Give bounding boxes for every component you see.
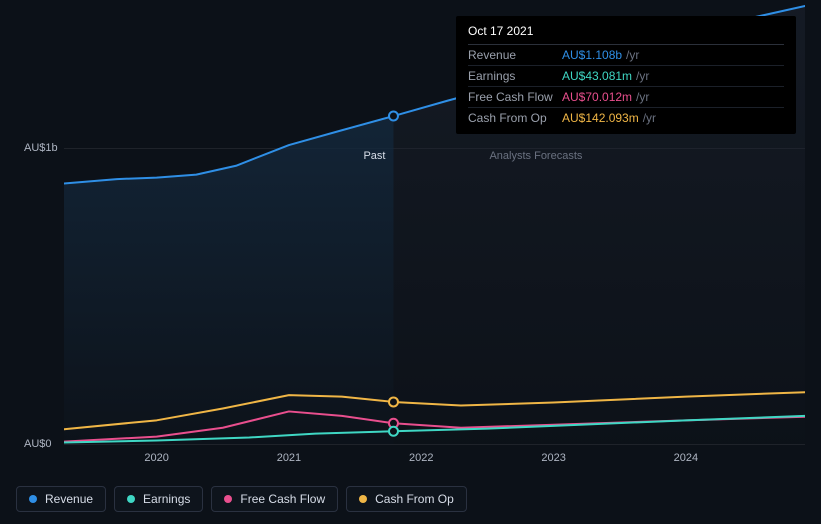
- legend-label: Free Cash Flow: [240, 492, 325, 506]
- tooltip-unit: /yr: [636, 69, 649, 83]
- x-axis-label: 2023: [541, 452, 565, 464]
- x-axis-label: 2024: [674, 452, 698, 464]
- legend-label: Cash From Op: [375, 492, 454, 506]
- chart-tooltip: Oct 17 2021 RevenueAU$1.108b/yrEarningsA…: [456, 16, 796, 134]
- tooltip-unit: /yr: [626, 48, 639, 62]
- y-axis-label: AU$0: [24, 438, 52, 450]
- y-axis-label: AU$1b: [24, 142, 58, 154]
- legend-dot-icon: [127, 495, 135, 503]
- tooltip-value: AU$43.081m: [562, 69, 632, 83]
- tooltip-unit: /yr: [636, 90, 649, 104]
- chart-container: AU$0 AU$1b Past Analysts Forecasts 2020 20…: [16, 0, 805, 524]
- x-axis-label: 2022: [409, 452, 433, 464]
- gridline-y: [64, 444, 805, 445]
- tooltip-value: AU$70.012m: [562, 90, 632, 104]
- x-axis-label: 2021: [277, 452, 301, 464]
- marker-cash_from_op: [389, 397, 398, 406]
- tooltip-date: Oct 17 2021: [468, 24, 784, 45]
- legend-dot-icon: [29, 495, 37, 503]
- tooltip-key: Cash From Op: [468, 111, 562, 125]
- chart-legend: Revenue Earnings Free Cash Flow Cash From O…: [16, 486, 467, 512]
- tooltip-row: EarningsAU$43.081m/yr: [468, 66, 784, 87]
- legend-item-earnings[interactable]: Earnings: [114, 486, 203, 512]
- tooltip-key: Revenue: [468, 48, 562, 62]
- x-axis-label: 2020: [144, 452, 168, 464]
- tooltip-row: RevenueAU$1.108b/yr: [468, 45, 784, 66]
- forecast-label: Analysts Forecasts: [489, 150, 582, 162]
- tooltip-row: Cash From OpAU$142.093m/yr: [468, 108, 784, 128]
- tooltip-unit: /yr: [643, 111, 656, 125]
- legend-dot-icon: [224, 495, 232, 503]
- legend-dot-icon: [359, 495, 367, 503]
- tooltip-value: AU$142.093m: [562, 111, 639, 125]
- legend-item-revenue[interactable]: Revenue: [16, 486, 106, 512]
- legend-item-cash_from_op[interactable]: Cash From Op: [346, 486, 467, 512]
- legend-label: Revenue: [45, 492, 93, 506]
- tooltip-row: Free Cash FlowAU$70.012m/yr: [468, 87, 784, 108]
- tooltip-value: AU$1.108b: [562, 48, 622, 62]
- tooltip-key: Free Cash Flow: [468, 90, 562, 104]
- legend-item-free_cash_flow[interactable]: Free Cash Flow: [211, 486, 338, 512]
- legend-label: Earnings: [143, 492, 190, 506]
- tooltip-key: Earnings: [468, 69, 562, 83]
- marker-earnings: [389, 427, 398, 436]
- revenue-area-past: [64, 116, 393, 444]
- marker-revenue: [389, 112, 398, 121]
- past-label: Past: [363, 150, 385, 162]
